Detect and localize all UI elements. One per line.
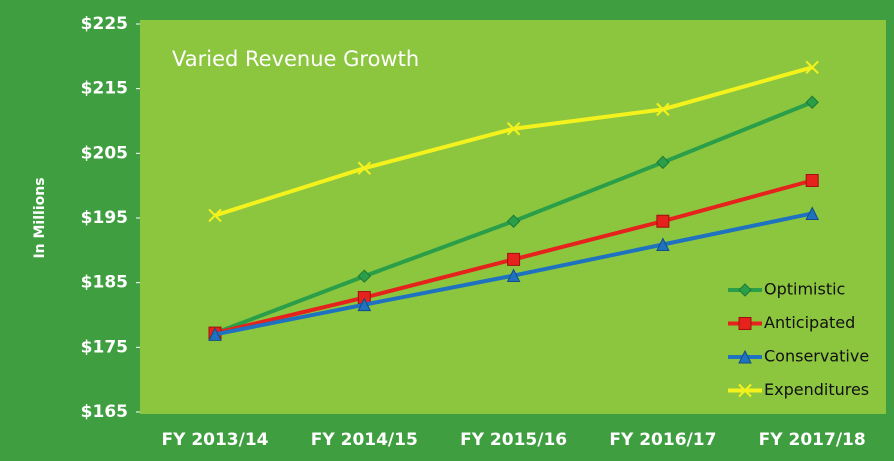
marker xyxy=(507,252,521,266)
marker xyxy=(805,206,820,220)
marker xyxy=(506,268,521,283)
y-axis-label: In Millions xyxy=(32,177,48,258)
legend-label: Optimistic xyxy=(764,280,845,299)
marker xyxy=(738,317,752,330)
x-tick-label: FY 2017/18 xyxy=(759,430,866,450)
legend-label: Anticipated xyxy=(764,313,855,332)
y-tick-label: $165 xyxy=(81,402,128,422)
x-tick-label: FY 2014/15 xyxy=(311,430,418,450)
legend-label: Conservative xyxy=(764,347,869,366)
y-tick-label: $215 xyxy=(81,79,128,99)
marker xyxy=(357,297,372,312)
marker xyxy=(357,161,372,175)
marker xyxy=(805,95,819,109)
marker xyxy=(656,155,670,170)
marker xyxy=(208,208,222,223)
marker xyxy=(738,383,752,398)
y-tick-label: $175 xyxy=(81,337,128,357)
marker xyxy=(506,122,521,136)
marker xyxy=(506,214,521,228)
marker xyxy=(357,269,372,283)
marker xyxy=(656,214,670,228)
y-tick-label: $185 xyxy=(81,273,128,293)
x-tick-label: FY 2015/16 xyxy=(460,430,567,450)
marker xyxy=(738,349,752,364)
marker xyxy=(738,283,752,297)
x-tick-label: FY 2016/17 xyxy=(609,430,716,450)
marker xyxy=(208,327,222,341)
chart-title: Varied Revenue Growth xyxy=(172,47,419,71)
marker xyxy=(656,102,670,117)
y-tick-label: $195 xyxy=(81,208,128,228)
legend-label: Expenditures xyxy=(764,380,869,399)
marker xyxy=(805,173,819,187)
x-tick-label: FY 2013/14 xyxy=(161,430,268,450)
marker xyxy=(805,60,819,75)
marker xyxy=(656,237,670,252)
y-tick-label: $225 xyxy=(81,14,128,34)
y-tick-label: $205 xyxy=(81,143,128,163)
